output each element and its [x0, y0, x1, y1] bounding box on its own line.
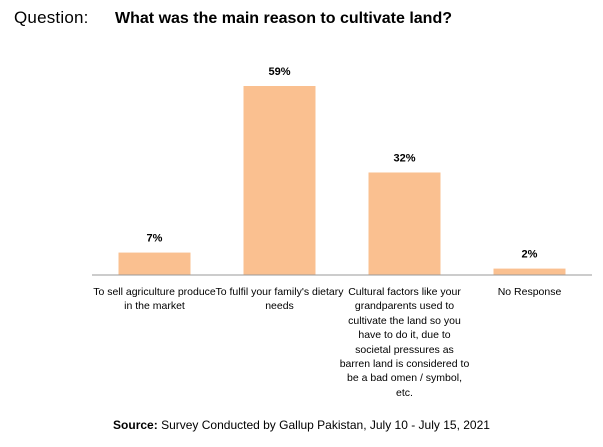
source-note: Source: Survey Conducted by Gallup Pakis… — [0, 418, 603, 432]
source-label: Source: — [113, 418, 158, 432]
value-label: 59% — [268, 66, 290, 78]
bar — [368, 172, 441, 275]
value-label: 2% — [522, 249, 538, 261]
value-label: 32% — [393, 152, 415, 164]
bar — [118, 252, 191, 275]
question-header: Question: What was the main reason to cu… — [14, 8, 452, 32]
category-label: Cultural factors like your grandparents … — [339, 286, 470, 399]
bar — [493, 268, 566, 275]
category-label: To fulfil your family's dietary needs — [215, 286, 344, 313]
question-text: What was the main reason to cultivate la… — [115, 10, 452, 27]
category-label: No Response — [497, 286, 562, 298]
question-label: Question: — [14, 8, 89, 27]
bar — [243, 86, 316, 275]
category-label: To sell agriculture produce in the marke… — [93, 286, 216, 313]
source-text: Survey Conducted by Gallup Pakistan, Jul… — [161, 418, 490, 432]
value-label: 7% — [147, 233, 163, 245]
